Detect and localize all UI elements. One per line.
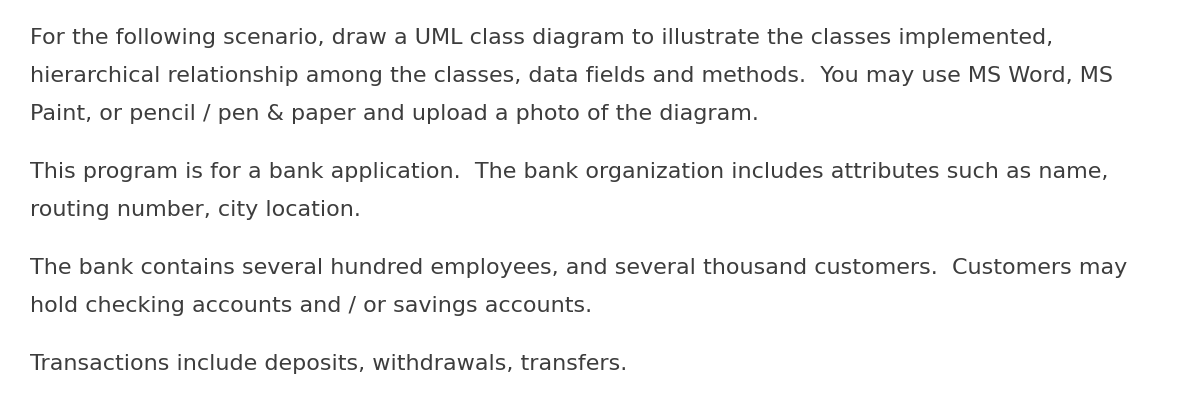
Text: This program is for a bank application.  The bank organization includes attribut: This program is for a bank application. … (30, 162, 1109, 182)
Text: The bank contains several hundred employees, and several thousand customers.  Cu: The bank contains several hundred employ… (30, 258, 1127, 278)
Text: hierarchical relationship among the classes, data fields and methods.  You may u: hierarchical relationship among the clas… (30, 66, 1114, 86)
Text: For the following scenario, draw a UML class diagram to illustrate the classes i: For the following scenario, draw a UML c… (30, 28, 1054, 48)
Text: routing number, city location.: routing number, city location. (30, 200, 361, 220)
Text: Transactions include deposits, withdrawals, transfers.: Transactions include deposits, withdrawa… (30, 354, 628, 374)
Text: Paint, or pencil / pen & paper and upload a photo of the diagram.: Paint, or pencil / pen & paper and uploa… (30, 104, 758, 124)
Text: hold checking accounts and / or savings accounts.: hold checking accounts and / or savings … (30, 296, 592, 316)
